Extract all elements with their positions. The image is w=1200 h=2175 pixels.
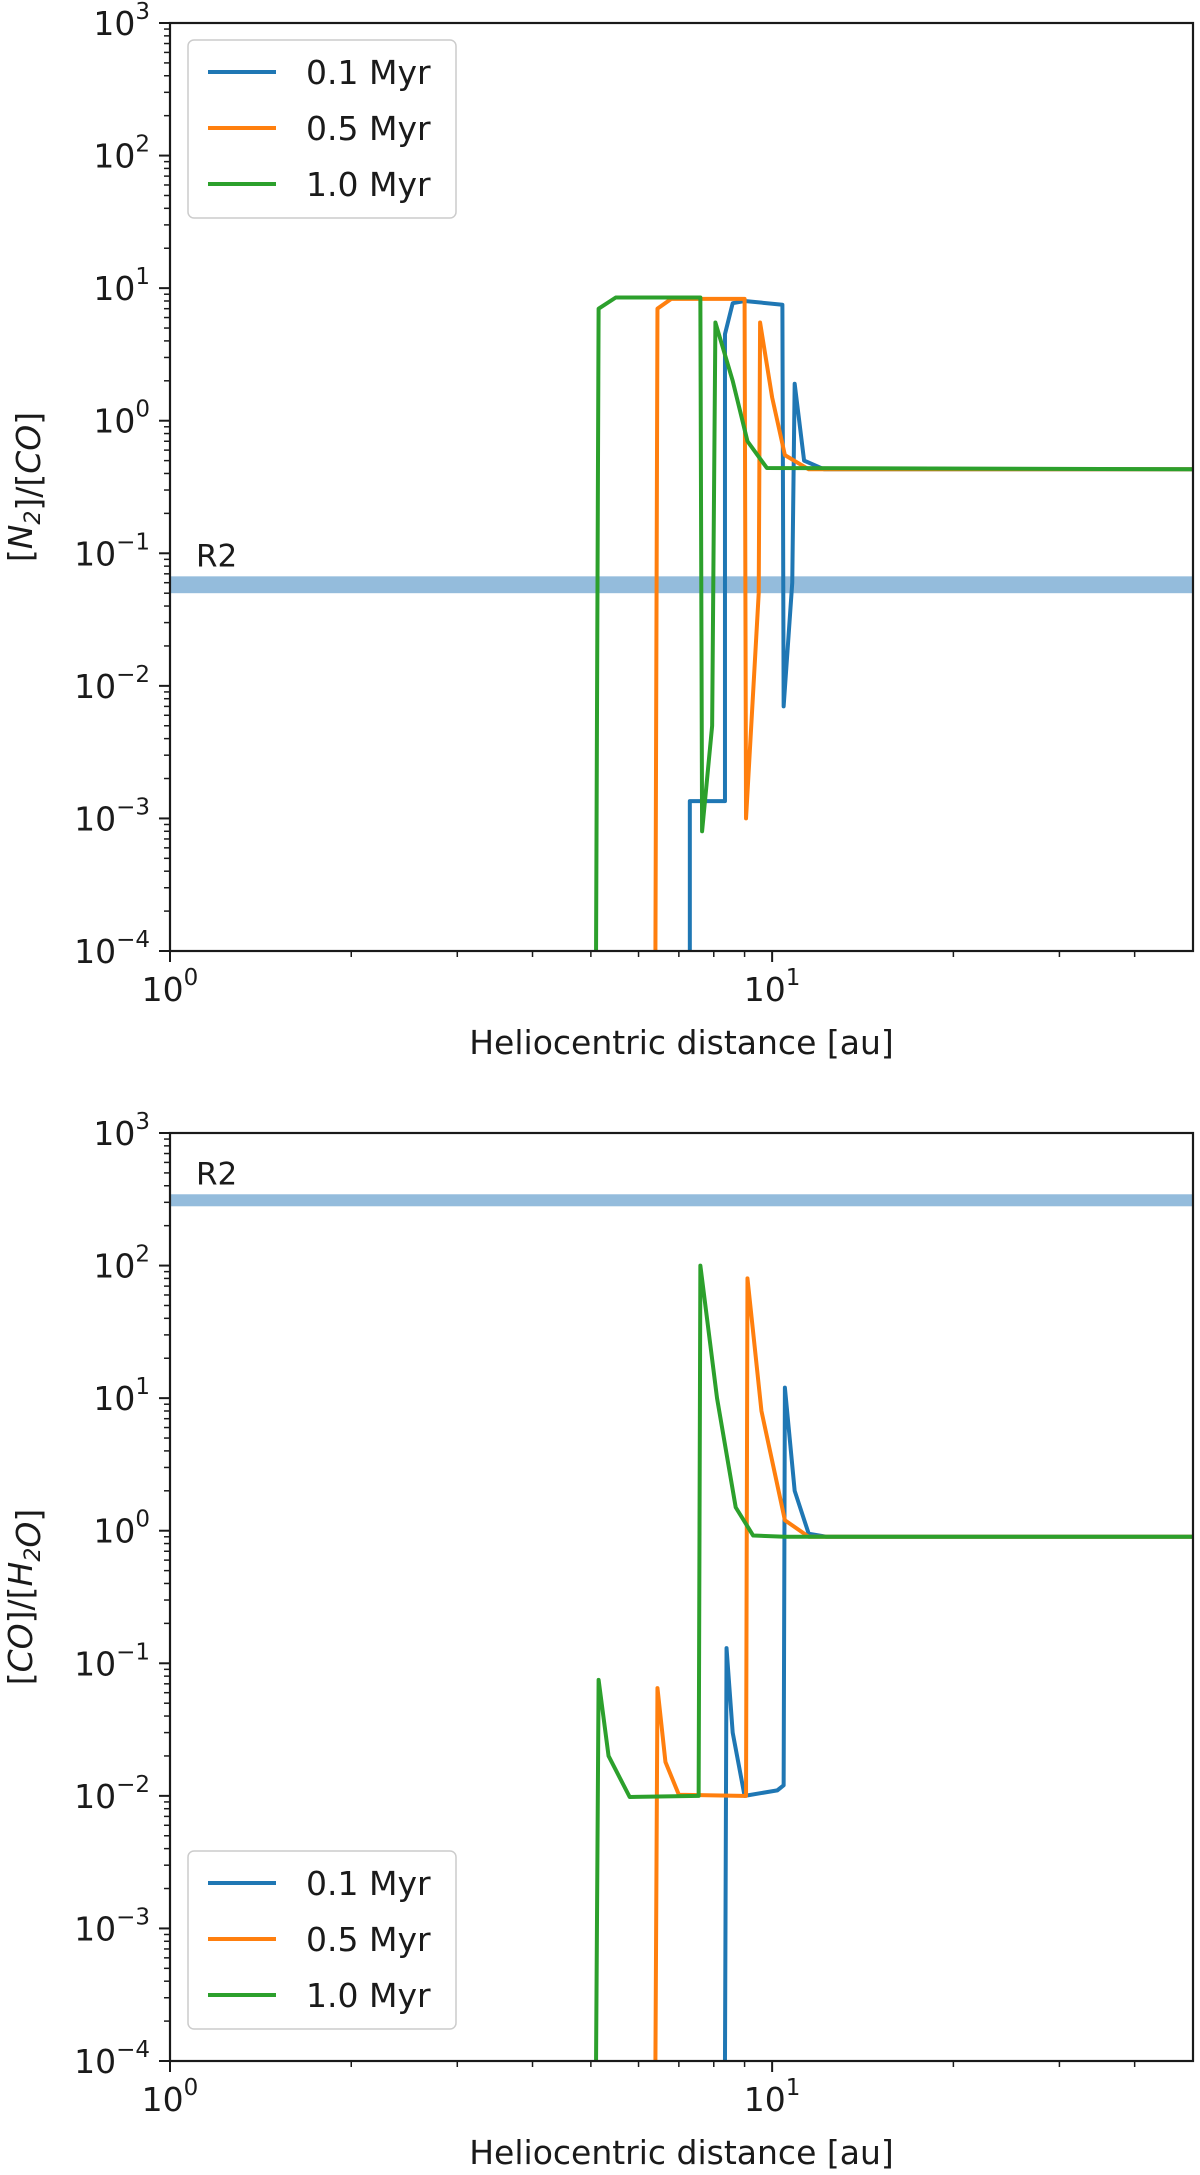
y-tick-label: 102 [93, 132, 150, 176]
y-tick-label: 10−4 [74, 2037, 150, 2081]
x-tick-label: 100 [142, 2075, 199, 2119]
y-tick-label: 10−1 [74, 1639, 150, 1683]
x-tick-label: 101 [744, 2075, 801, 2119]
y-tick-label: 103 [93, 0, 150, 43]
reference-band-label: R2 [196, 1156, 237, 1192]
legend: 0.1 Myr 0.5 Myr 1.0 Myr [187, 39, 457, 219]
series-line-3 [594, 295, 1193, 951]
reference-band-label: R2 [196, 538, 237, 574]
legend: 0.1 Myr 0.5 Myr 1.0 Myr [187, 1850, 457, 2030]
y-tick-label: 10−1 [74, 529, 150, 573]
x-axis-label: Heliocentric distance [au] [469, 1023, 894, 1062]
series-line-2 [653, 1276, 1193, 2061]
y-tick-label: 10−2 [74, 662, 150, 706]
y-tick-label: 100 [93, 397, 150, 441]
chart-panel-2: R2 10−4 10−3 10−2 10−1 100 101 102 103 100 101 Heli… [1, 1109, 1195, 2172]
plot-frame [168, 1131, 1195, 2063]
y-axis-label: [N2]/[CO] [1, 412, 48, 562]
y-tick-label: 102 [93, 1242, 150, 1286]
y-tick-label: 101 [93, 1374, 150, 1418]
series-line-1 [687, 298, 1193, 951]
y-tick-label: 103 [93, 1109, 150, 1153]
y-tick-label: 10−4 [74, 927, 150, 971]
reference-band [170, 1194, 1193, 1207]
series-line-2 [653, 296, 1193, 951]
y-tick-label: 10−2 [74, 1772, 150, 1816]
reference-band [170, 576, 1193, 594]
legend-label: 0.1 Myr [306, 1864, 431, 1903]
plot-frame [168, 21, 1195, 953]
y-tick-label: 10−3 [74, 794, 150, 838]
legend-label: 1.0 Myr [306, 165, 431, 204]
y-axis-label: [CO]/[H2O] [1, 1509, 48, 1685]
legend-label: 0.5 Myr [306, 1920, 431, 1959]
x-axis-label: Heliocentric distance [au] [469, 2133, 894, 2172]
series-group [594, 295, 1193, 951]
legend-label: 0.5 Myr [306, 109, 431, 148]
series-group [594, 1263, 1193, 2061]
legend-box [187, 39, 457, 219]
y-tick-label: 10−3 [74, 1904, 150, 1948]
series-line-3 [594, 1263, 1193, 2061]
series-line-1 [722, 1385, 1193, 2061]
legend-label: 1.0 Myr [306, 1976, 431, 2015]
legend-label: 0.1 Myr [306, 53, 431, 92]
x-tick-label: 100 [142, 965, 199, 1009]
x-tick-label: 101 [744, 965, 801, 1009]
y-tick-label: 101 [93, 264, 150, 308]
chart-panel-1: R2 10−4 10−3 10−2 10−1 100 101 102 103 100 101 Heli… [1, 0, 1195, 1062]
y-tick-label: 100 [93, 1507, 150, 1551]
legend-box [187, 1850, 457, 2030]
